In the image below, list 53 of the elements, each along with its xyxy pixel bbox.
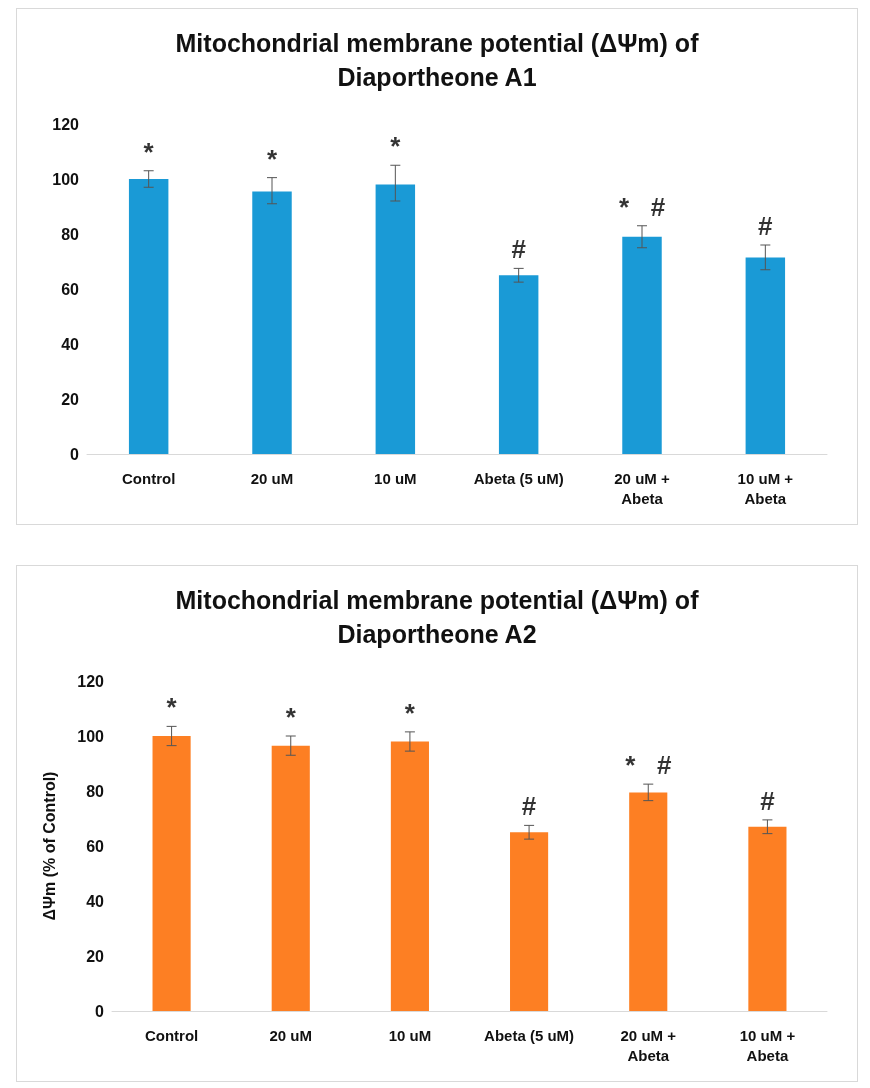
y-tick-label: 40 (61, 335, 80, 353)
x-tick-label: 10 uM (374, 469, 417, 487)
annotation: * # (618, 191, 666, 222)
annotation: * (404, 697, 416, 728)
y-axis-title: ΔΨm (% of Control) (40, 771, 58, 921)
annotation: * (390, 131, 402, 162)
bar (128, 179, 169, 454)
y-tick-label: 100 (77, 727, 105, 745)
bar (152, 736, 191, 1011)
x-tick-label: 20 uM + Abeta (614, 469, 670, 507)
chart-title: Mitochondrial membrane potential (ΔΨm) of Diaportheone A1 (175, 29, 700, 91)
bar (745, 257, 786, 454)
chart-title: Mitochondrial membrane potential (ΔΨm) of Diaportheone A2 (175, 586, 700, 648)
y-tick-label: 60 (61, 280, 80, 298)
y-tick-label: 0 (70, 445, 80, 463)
bar (271, 745, 310, 1011)
annotation: * # (625, 750, 672, 781)
bar (375, 184, 416, 454)
x-tick-label: 20 uM (250, 469, 294, 487)
bar (629, 792, 668, 1011)
bar (252, 191, 292, 454)
annotation: * (143, 136, 155, 167)
x-tick-label: Control (122, 469, 176, 487)
bar (622, 236, 662, 454)
bar (390, 741, 429, 1011)
annotation: * (285, 702, 297, 732)
x-tick-label: Control (144, 1026, 199, 1044)
x-tick-label: 10 uM + Abeta (739, 1026, 796, 1064)
y-tick-label: 40 (86, 892, 105, 910)
x-tick-label: Abeta (5 uM) (473, 469, 564, 487)
x-tick-label: 20 uM (269, 1026, 313, 1044)
x-tick-label: 10 uM (388, 1026, 432, 1044)
y-tick-label: 60 (86, 837, 105, 855)
annotation: # (758, 211, 774, 241)
x-tick-label: Abeta (5 uM) (484, 1026, 575, 1044)
y-tick-label: 80 (61, 225, 80, 243)
y-tick-label: 20 (86, 947, 105, 965)
annotation: # (760, 785, 776, 816)
y-tick-label: 120 (77, 672, 105, 690)
x-tick-label: 20 uM + Abeta (620, 1026, 677, 1064)
y-tick-label: 120 (52, 115, 80, 133)
y-tick-label: 0 (95, 1002, 105, 1020)
y-tick-label: 20 (61, 390, 80, 408)
annotation: # (511, 234, 527, 265)
annotation: * (266, 143, 278, 174)
annotation: # (521, 791, 537, 822)
bar (498, 275, 539, 454)
bar (510, 832, 549, 1011)
x-tick-label: 10 uM + Abeta (737, 469, 794, 507)
y-tick-label: 80 (86, 782, 105, 800)
bar (748, 826, 787, 1011)
annotation: * (166, 692, 178, 723)
y-tick-label: 100 (52, 170, 80, 188)
